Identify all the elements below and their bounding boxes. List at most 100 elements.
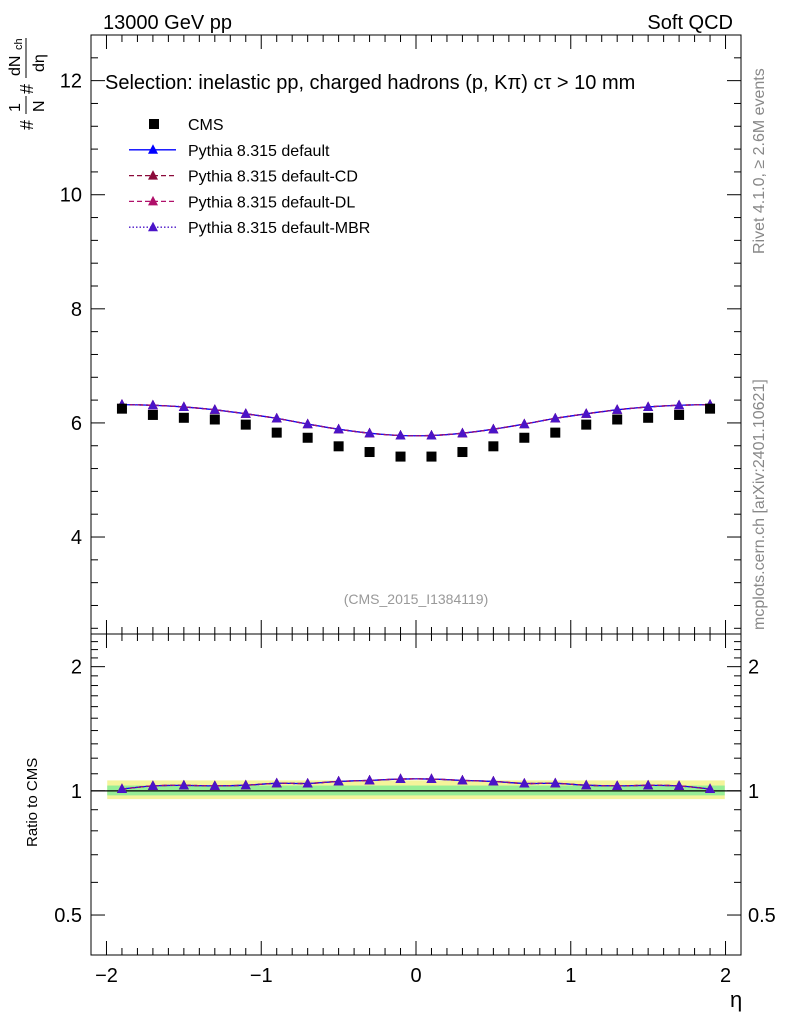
cms-point xyxy=(395,451,406,462)
ratio-point-4 xyxy=(612,780,623,790)
y-label-n: N xyxy=(31,100,48,112)
series-4-point xyxy=(395,429,406,440)
ratio-point-4 xyxy=(426,773,437,784)
y-label-dn: dN xyxy=(7,56,24,76)
ratio-y-tick-label-right: 1 xyxy=(748,781,759,803)
cms-point xyxy=(643,412,654,423)
main-y-tick-label: 8 xyxy=(71,299,82,321)
cms-point xyxy=(705,403,716,414)
ratio-point-4 xyxy=(674,780,685,790)
legend-item: CMS xyxy=(149,117,224,134)
series-4-point xyxy=(302,418,313,429)
series-4-point xyxy=(612,404,623,414)
ratio-point-4 xyxy=(643,779,654,790)
ratio-point-4 xyxy=(457,774,468,785)
series-4-point xyxy=(674,399,685,410)
rivet-label: Rivet 4.1.0, ≥ 2.6M events xyxy=(751,68,768,254)
ratio-y-tick-label-right: 0.5 xyxy=(748,905,776,927)
mcplots-label: mcplots.cern.ch [arXiv:2401.10621] xyxy=(751,379,768,630)
ratio-point-4 xyxy=(178,779,189,790)
ratio-point-4 xyxy=(488,775,499,786)
y-label-hash1: # xyxy=(17,120,37,130)
legend-label: Pythia 8.315 default xyxy=(188,143,330,160)
cms-point xyxy=(302,432,313,443)
series-4-point xyxy=(271,412,282,423)
legend-item: Pythia 8.315 default-DL xyxy=(129,194,355,211)
legend-triangle-marker xyxy=(148,170,158,180)
x-tick-label: −1 xyxy=(250,965,273,987)
cms-point xyxy=(488,441,499,452)
ratio-point-4 xyxy=(395,773,406,784)
y-label-deta: dη xyxy=(31,54,48,72)
legend-triangle-marker xyxy=(148,221,158,232)
cms-point xyxy=(116,403,127,414)
series-4-point xyxy=(488,423,499,434)
ratio-point-4 xyxy=(271,777,282,788)
series-4-point xyxy=(333,423,344,434)
x-tick-label: 2 xyxy=(720,965,731,987)
ratio-point-4 xyxy=(302,777,313,788)
x-tick-label: 1 xyxy=(565,965,576,987)
cms-point xyxy=(581,419,592,430)
legend-item: Pythia 8.315 default-MBR xyxy=(129,220,370,237)
header-left: 13000 GeV pp xyxy=(103,12,232,34)
x-tick-label: 0 xyxy=(410,965,421,987)
legend-triangle-marker xyxy=(148,144,158,154)
watermark: (CMS_2015_I1384119) xyxy=(344,591,489,607)
cms-point xyxy=(426,451,437,462)
cms-point xyxy=(457,447,468,458)
main-y-tick-label: 12 xyxy=(60,71,82,93)
legend-triangle-marker xyxy=(148,195,158,206)
cms-point xyxy=(178,412,189,423)
y-axis-label: # 1 N # dN ch dη xyxy=(7,38,48,130)
series-4-point xyxy=(581,408,592,418)
cms-point xyxy=(519,432,530,443)
ratio-y-tick-label: 1 xyxy=(71,781,82,803)
ratio-y-tick-label: 2 xyxy=(71,657,82,679)
series-4-point xyxy=(457,427,468,438)
series-4-point xyxy=(178,401,189,411)
ratio-point-4 xyxy=(364,774,375,785)
legend-item: Pythia 8.315 default-CD xyxy=(129,169,358,186)
legend: CMS Pythia 8.315 default Pythia 8.315 defa… xyxy=(129,117,370,237)
cms-point xyxy=(612,414,623,425)
legend-label: Pythia 8.315 default-MBR xyxy=(188,220,370,237)
y-label-one: 1 xyxy=(7,103,24,112)
x-tick-label: −2 xyxy=(95,965,118,987)
ratio-point-4 xyxy=(550,777,561,788)
ratio-y-tick-label: 0.5 xyxy=(54,905,82,927)
cms-point xyxy=(271,427,282,438)
ratio-panel: 0.5 0.5 1 1 2 2 −2 −1 0 1 2 xyxy=(54,633,776,987)
ratio-point-4 xyxy=(519,777,530,788)
selection-title: Selection: inelastic pp, charged hadrons… xyxy=(105,72,635,94)
ratio-point-4 xyxy=(333,775,344,786)
header-right: Soft QCD xyxy=(647,12,733,34)
cms-point xyxy=(550,427,561,438)
series-4-point xyxy=(426,429,437,440)
cms-point xyxy=(364,447,375,458)
ratio-point-4 xyxy=(116,783,127,794)
ratio-y-tick-label-right: 2 xyxy=(748,657,759,679)
ratio-point-4 xyxy=(209,780,220,790)
cms-point xyxy=(674,409,685,420)
series-4-point xyxy=(643,401,654,411)
y-label-hash2: # xyxy=(17,84,37,94)
y-label-ch: ch xyxy=(13,38,25,50)
cms-point xyxy=(209,414,220,425)
ratio-point-4 xyxy=(705,783,716,794)
main-y-tick-label: 6 xyxy=(71,413,82,435)
ratio-point-4 xyxy=(581,779,592,790)
main-y-tick-label: 10 xyxy=(60,185,82,207)
series-4-point xyxy=(364,427,375,438)
main-panel: 4 6 8 10 12 xyxy=(60,34,742,635)
x-axis-label: η xyxy=(730,987,742,1012)
series-4-point xyxy=(147,399,158,410)
legend-label: Pythia 8.315 default-CD xyxy=(188,169,358,186)
series-4-point xyxy=(240,408,251,418)
series-4-point xyxy=(550,412,561,423)
legend-square-marker xyxy=(149,119,159,129)
legend-label: Pythia 8.315 default-DL xyxy=(188,194,355,211)
series-4-point xyxy=(209,404,220,414)
main-y-tick-label: 4 xyxy=(71,527,82,549)
